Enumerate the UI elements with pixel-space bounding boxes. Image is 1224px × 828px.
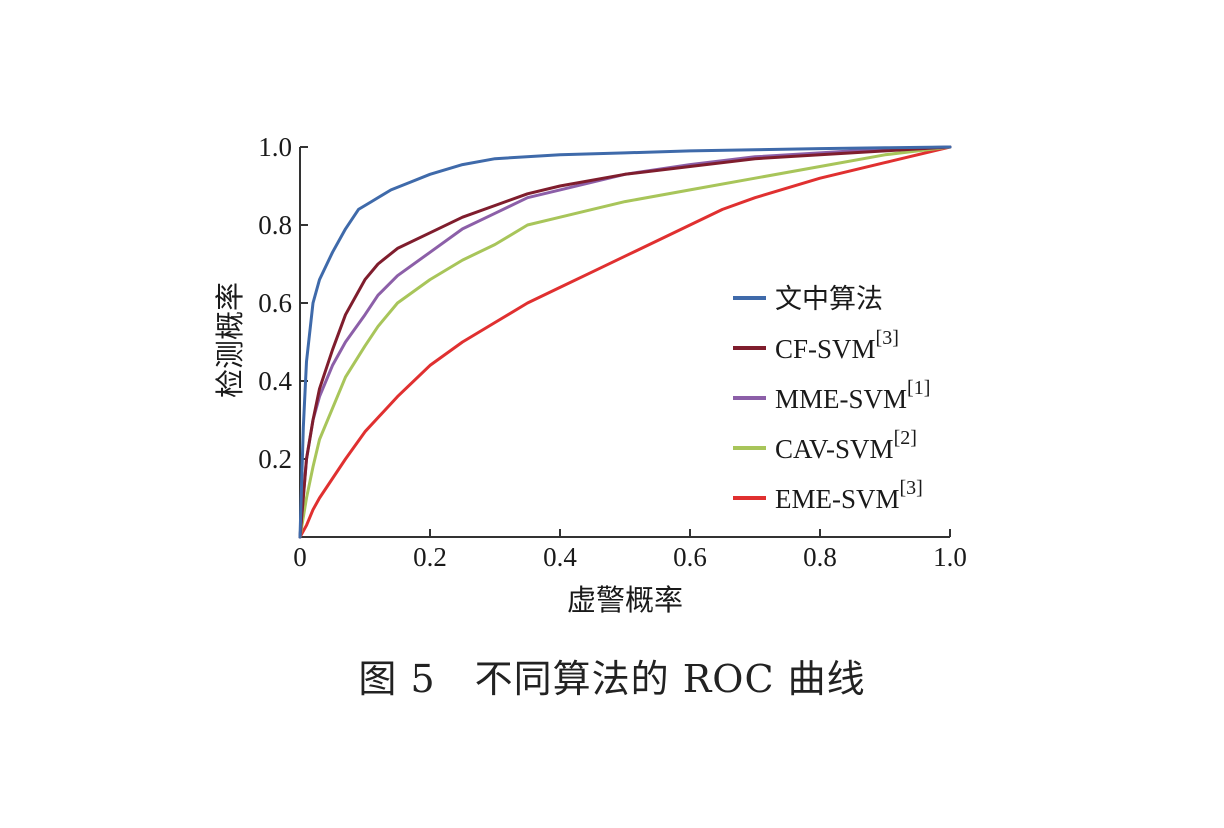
legend-label: EME-SVM[3]: [775, 477, 923, 514]
y-tick-label: 0.2: [258, 444, 292, 474]
x-tick-label: 0.8: [803, 542, 837, 572]
legend-label: 文中算法: [775, 284, 883, 314]
y-tick-label: 1.0: [258, 132, 292, 162]
series-line-cav-svm: [298, 145, 952, 539]
y-tick-label: 0.8: [258, 210, 292, 240]
chart-legend: 文中算法 CF-SVM[3] MME-SVM[1] CAV-SVM[2] EME-SVM…: [733, 284, 930, 514]
x-tick-label: 1.0: [933, 542, 967, 572]
figure-caption: 图 5 不同算法的 ROC 曲线: [358, 657, 866, 701]
legend-label: CF-SVM[3]: [775, 327, 899, 364]
chart-axes: 0 0.2 0.4 0.6 0.8 1.0 0.2 0.4 0.6 0.8 1.0: [258, 132, 967, 572]
chart-series: [298, 145, 952, 539]
legend-label: MME-SVM[1]: [775, 377, 930, 414]
legend-entry: MME-SVM[1]: [733, 377, 930, 414]
y-tick-label: 0.4: [258, 366, 292, 396]
legend-entry: EME-SVM[3]: [733, 477, 923, 514]
x-tick-label: 0.6: [673, 542, 707, 572]
legend-label: CAV-SVM[2]: [775, 427, 917, 464]
series-line-mme-svm: [298, 145, 952, 539]
x-tick-label: 0: [293, 542, 307, 572]
series-line-eme-svm: [298, 145, 952, 539]
x-axis-title: 虚警概率: [567, 583, 683, 617]
y-axis-title: 检测概率: [213, 282, 247, 398]
x-tick-label: 0.2: [413, 542, 447, 572]
legend-entry: CF-SVM[3]: [733, 327, 899, 364]
legend-entry: 文中算法: [733, 284, 883, 314]
y-tick-label: 0.6: [258, 288, 292, 318]
series-line-: [298, 145, 952, 539]
legend-entry: CAV-SVM[2]: [733, 427, 917, 464]
series-line-cf-svm: [298, 145, 952, 539]
x-tick-label: 0.4: [543, 542, 577, 572]
